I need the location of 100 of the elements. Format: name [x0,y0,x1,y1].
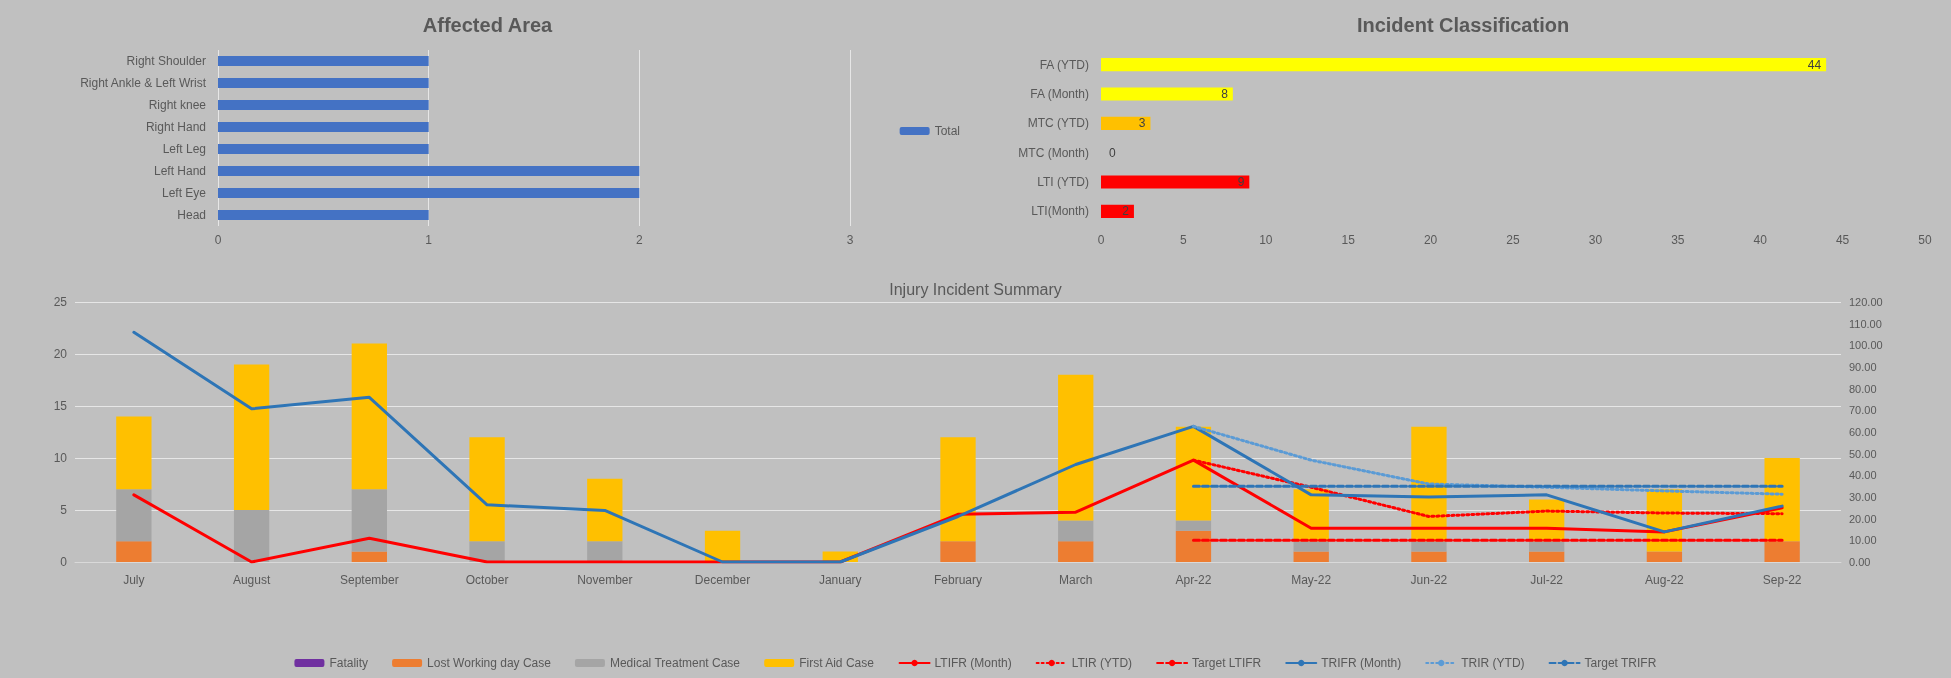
bar [351,343,387,490]
y2-tick-label: 80.00 [1849,382,1877,395]
y2-tick-label: 70.00 [1849,404,1877,417]
bar [469,437,505,542]
y-tick-label: Left Leg [162,142,206,156]
legend-label: Lost Working day Case [427,656,552,670]
y-tick-label: Right Hand [145,120,206,134]
x-tick-label: Apr-22 [1175,573,1212,587]
y-tick-label: Right Ankle & Left Wrist [80,76,207,90]
bar [1058,520,1094,542]
bar [704,530,741,562]
legend-label: TRIFR (Month) [1321,656,1402,670]
y-tick-label: Right knee [148,98,207,112]
legend-label: LTIFR (Month) [934,656,1012,670]
bar [1101,175,1250,189]
line-series [1191,424,1784,496]
x-tick-label: February [933,573,983,587]
legend-label: Target TRIFR [1584,656,1657,670]
legend-label: Medical Treatment Case [609,656,741,670]
x-tick-label: October [465,573,509,587]
bar [587,478,623,542]
x-tick-label: 0 [214,233,222,247]
x-tick-label: May-22 [1291,573,1332,587]
bar [1101,116,1151,130]
data-label: 44 [1807,57,1822,72]
bar [116,489,152,542]
chart-title: Injury Incident Summary [889,280,1062,298]
x-tick-label: January [818,573,862,587]
y2-tick-label: 30.00 [1849,491,1877,503]
data-label: 8 [1221,87,1229,101]
y2-tick-label: 110.00 [1849,317,1882,330]
bar [1101,204,1134,218]
x-tick-label: 1 [425,233,433,247]
y-tick-label: 25 [53,295,68,309]
y-tick-label: 0 [60,555,68,569]
x-tick-label: March [1059,573,1093,587]
y2-tick-label: 90.00 [1849,361,1877,373]
bar [1529,541,1565,552]
legend-label: Total [934,124,961,138]
bar [1175,520,1212,531]
y-tick-label: Head [177,208,206,222]
bar [233,510,270,562]
bar [469,541,505,562]
y-tick-label: 10 [53,451,68,465]
y-tick-label: MTC (YTD) [1027,116,1089,131]
x-tick-label: 20 [1423,233,1438,247]
x-tick-label: 30 [1588,233,1603,247]
bar [1293,551,1329,562]
data-label: 9 [1237,175,1245,189]
data-label: 3 [1138,116,1146,131]
x-tick-label: 2 [635,233,643,247]
bar [940,437,976,542]
y2-tick-label: 120.00 [1849,296,1883,308]
bar [233,364,270,510]
y2-tick-label: 20.00 [1849,512,1877,525]
bar [1411,551,1447,562]
chart-title: Incident Classification [1356,14,1570,36]
y2-tick-label: 10.00 [1849,534,1877,547]
data-label: 0 [1109,145,1116,160]
bar [587,541,623,562]
y-tick-label: 20 [53,347,68,361]
x-tick-label: 45 [1835,233,1850,247]
x-tick-label: 40 [1753,233,1768,247]
y-tick-label: Right Shoulder [126,54,206,68]
bar [351,551,387,562]
y-tick-label: Left Hand [153,164,206,178]
bar [1293,541,1329,552]
legend-label: Target LTIFR [1192,656,1262,670]
x-tick-label: Jul-22 [1530,573,1564,587]
line-series [132,330,1784,564]
x-tick-label: November [577,573,633,587]
bar [351,489,387,552]
bar [1058,541,1094,562]
y-tick-label: LTI(Month) [1031,204,1089,219]
y2-tick-label: 40.00 [1849,469,1877,482]
x-tick-label: 3 [846,233,854,247]
x-tick-label: 5 [1180,233,1188,247]
y-tick-label: FA (Month) [1030,87,1089,101]
y2-tick-label: 60.00 [1849,426,1877,438]
bar [1175,530,1212,562]
bar [1411,541,1447,552]
x-tick-label: 0 [1097,233,1105,247]
x-tick-label: 35 [1671,233,1685,247]
x-tick-label: 50 [1918,233,1932,247]
x-tick-label: 25 [1506,233,1520,247]
data-label: 2 [1122,204,1130,219]
bar [1101,87,1233,101]
bar [1646,551,1683,562]
legend-label: First Aid Case [799,656,875,670]
x-tick-label: December [694,573,751,587]
x-tick-label: September [339,573,399,587]
y-tick-label: 15 [53,399,68,413]
bar [1101,58,1827,72]
y-tick-label: MTC (Month) [1018,145,1089,160]
x-tick-label: 10 [1259,233,1273,247]
bar [1764,458,1800,542]
x-tick-label: Jun-22 [1410,573,1448,587]
legend-label: Fatality [329,656,369,670]
bar [1529,551,1565,562]
x-tick-label: Aug-22 [1645,573,1685,587]
